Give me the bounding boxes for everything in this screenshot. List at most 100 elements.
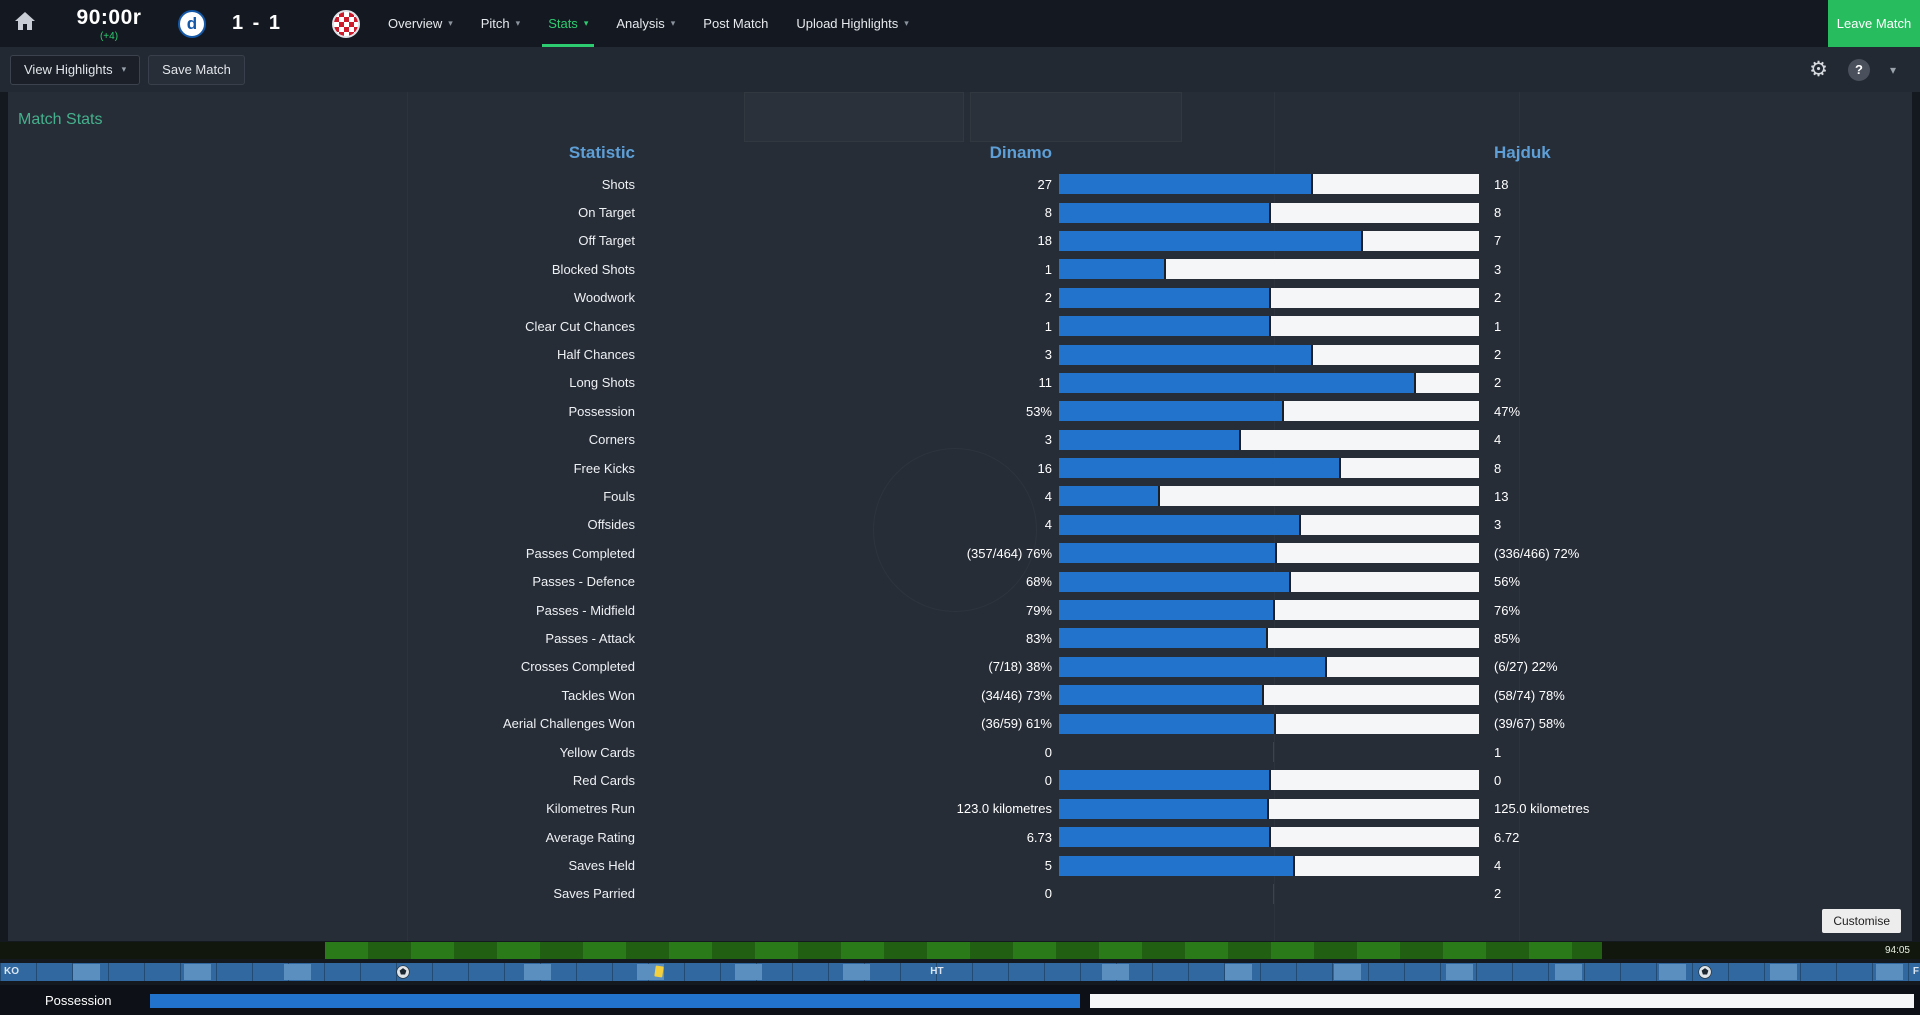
away-value: 3 bbox=[1494, 517, 1502, 533]
bar-gap bbox=[1273, 600, 1276, 621]
home-button[interactable] bbox=[0, 0, 50, 47]
stat-bar-cell bbox=[1052, 628, 1486, 649]
away-bar-segment bbox=[1363, 230, 1479, 251]
highlight-segment[interactable] bbox=[1555, 964, 1583, 980]
possession-bar-gap bbox=[1079, 994, 1090, 1008]
away-bar-segment bbox=[1269, 798, 1479, 819]
stat-bar-cell bbox=[1052, 429, 1486, 450]
top-bar: 90:00r (+4) d 1 - 1 Overview ▾ Pitch ▾ Stats… bbox=[0, 0, 1920, 47]
stat-label: Passes - Defence bbox=[532, 574, 635, 590]
stat-row-free-kicks: Free Kicks 16 8 bbox=[8, 454, 1912, 482]
leave-match-button[interactable]: Leave Match bbox=[1828, 0, 1920, 47]
stat-label: On Target bbox=[578, 205, 635, 221]
away-bar-segment bbox=[1326, 656, 1479, 677]
highlight-segment[interactable] bbox=[1102, 964, 1130, 980]
highlight-segment[interactable] bbox=[1875, 964, 1903, 980]
bar-gap bbox=[1269, 287, 1271, 308]
score: 1 - 1 bbox=[232, 12, 283, 34]
bar-gap bbox=[1311, 344, 1313, 365]
stat-row-possession: Possession 53% 47% bbox=[8, 397, 1912, 425]
stat-bar bbox=[1059, 883, 1479, 904]
nav-item-post-match[interactable]: Post Match bbox=[703, 0, 768, 47]
highlight-segment[interactable] bbox=[735, 964, 763, 980]
match-timeline[interactable]: KO HT F bbox=[0, 963, 1920, 981]
highlight-segment[interactable] bbox=[284, 964, 312, 980]
away-value: 1 bbox=[1494, 318, 1502, 334]
home-bar-segment bbox=[1059, 571, 1290, 592]
away-value: 7 bbox=[1494, 233, 1502, 249]
highlight-segment[interactable] bbox=[72, 964, 100, 980]
stat-row-kilometres-run: Kilometres Run 123.0 kilometres 125.0 kilo… bbox=[8, 795, 1912, 823]
home-value: 4 bbox=[1044, 488, 1052, 504]
nav-item-label: Analysis bbox=[616, 16, 665, 31]
stat-bar bbox=[1059, 600, 1479, 621]
stat-row-off-target: Off Target 18 7 bbox=[8, 227, 1912, 255]
stat-label: Red Cards bbox=[572, 772, 635, 788]
home-value: 0 bbox=[1044, 744, 1052, 760]
away-value: 4 bbox=[1494, 858, 1502, 874]
nav-item-upload-highlights[interactable]: Upload Highlights ▾ bbox=[796, 0, 908, 47]
stat-bar bbox=[1059, 770, 1479, 791]
stat-bar-cell bbox=[1052, 883, 1486, 904]
stat-bar bbox=[1059, 685, 1479, 706]
bar-gap bbox=[1339, 458, 1342, 479]
home-value: 6.73 bbox=[1026, 829, 1052, 845]
nav-item-label: Pitch bbox=[480, 16, 510, 31]
stat-bar-cell bbox=[1052, 600, 1486, 621]
stat-row-aerial-challenges-won: Aerial Challenges Won (36/59) 61% (39/67) … bbox=[8, 709, 1912, 737]
away-value: 2 bbox=[1494, 290, 1502, 306]
bar-gap bbox=[1361, 230, 1364, 251]
highlight-segment[interactable] bbox=[1445, 964, 1473, 980]
stat-row-corners: Corners 3 4 bbox=[8, 426, 1912, 454]
nav-item-pitch[interactable]: Pitch ▾ bbox=[481, 0, 520, 47]
possession-label: Possession bbox=[45, 993, 112, 1008]
home-bar-segment bbox=[1059, 543, 1275, 564]
toolbar-right: ⚙ ? ▾ bbox=[1809, 58, 1910, 81]
stat-bar-cell bbox=[1052, 259, 1486, 280]
stat-row-on-target: On Target 8 8 bbox=[8, 198, 1912, 226]
stat-row-red-cards: Red Cards 0 0 bbox=[8, 766, 1912, 794]
collapse-chevron-icon[interactable]: ▾ bbox=[1889, 62, 1896, 77]
away-bar-segment bbox=[1341, 458, 1479, 479]
nav-item-stats[interactable]: Stats ▾ bbox=[542, 0, 595, 47]
goal-ball-icon[interactable] bbox=[1698, 965, 1712, 979]
customise-button[interactable]: Customise bbox=[1822, 909, 1901, 933]
bar-gap bbox=[1324, 656, 1327, 677]
home-value: 1 bbox=[1044, 318, 1052, 334]
stat-bar-cell bbox=[1052, 713, 1486, 734]
save-match-button[interactable]: Save Match bbox=[148, 54, 245, 85]
highlight-segment[interactable] bbox=[524, 964, 552, 980]
away-bar-segment bbox=[1159, 486, 1479, 507]
nav-item-overview[interactable]: Overview ▾ bbox=[388, 0, 453, 47]
highlight-segment[interactable] bbox=[842, 964, 870, 980]
bar-gap bbox=[1267, 798, 1270, 819]
stat-row-woodwork: Woodwork 2 2 bbox=[8, 284, 1912, 312]
highlight-segment[interactable] bbox=[1224, 964, 1252, 980]
highlight-segment[interactable] bbox=[1334, 964, 1362, 980]
stat-label: Yellow Cards bbox=[559, 744, 635, 760]
settings-gear-icon[interactable]: ⚙ bbox=[1809, 58, 1828, 81]
stat-bar bbox=[1059, 344, 1479, 365]
away-value: 2 bbox=[1494, 375, 1502, 391]
bar-divider bbox=[1273, 742, 1275, 762]
highlight-segment[interactable] bbox=[184, 964, 212, 980]
nav-item-analysis[interactable]: Analysis ▾ bbox=[616, 0, 675, 47]
home-bar-segment bbox=[1059, 514, 1299, 535]
away-value: (336/466) 72% bbox=[1494, 545, 1580, 561]
help-icon[interactable]: ? bbox=[1847, 58, 1870, 81]
stat-bar bbox=[1059, 316, 1479, 337]
yellow-card-icon[interactable] bbox=[653, 965, 664, 978]
goal-ball-icon[interactable] bbox=[396, 965, 410, 979]
stat-bar bbox=[1059, 855, 1479, 876]
home-bar-segment bbox=[1059, 685, 1262, 706]
stat-label: Possession bbox=[568, 403, 635, 419]
ht-label: HT bbox=[930, 966, 944, 977]
home-bar-segment bbox=[1059, 458, 1340, 479]
home-icon bbox=[15, 12, 35, 35]
view-highlights-button[interactable]: View Highlights ▾ bbox=[10, 54, 141, 85]
highlight-segment[interactable] bbox=[1770, 964, 1798, 980]
highlight-segment[interactable] bbox=[1658, 964, 1686, 980]
column-header-hajduk: Hajduk bbox=[1494, 143, 1551, 162]
home-bar-segment bbox=[1059, 600, 1274, 621]
stat-bar bbox=[1059, 287, 1479, 308]
